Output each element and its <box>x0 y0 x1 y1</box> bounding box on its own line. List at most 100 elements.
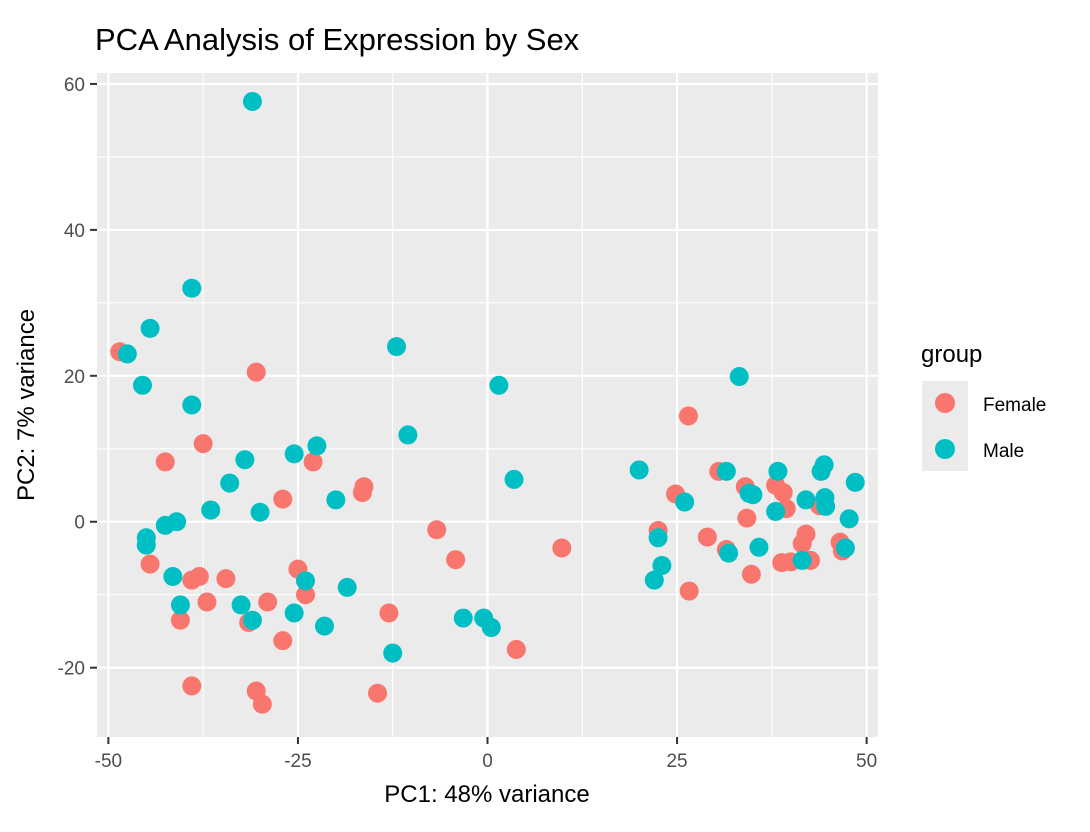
x-tick-label: 0 <box>482 751 493 772</box>
female-point <box>193 434 213 454</box>
male-point <box>387 337 407 357</box>
male-point <box>163 566 183 586</box>
male-point <box>644 570 664 590</box>
female-point <box>773 483 793 503</box>
female-point <box>368 683 388 703</box>
female-point <box>678 406 698 426</box>
male-point <box>296 571 316 591</box>
y-tick-label: 0 <box>74 513 85 534</box>
y-tick-label: -20 <box>58 659 85 680</box>
male-point <box>481 618 501 638</box>
male-point <box>453 608 473 628</box>
y-tick-label: 60 <box>64 75 85 96</box>
male-point <box>201 500 221 520</box>
female-point <box>296 585 316 605</box>
male-point <box>749 537 769 557</box>
female-point <box>216 569 236 589</box>
female-point <box>741 564 761 584</box>
male-point <box>648 528 668 548</box>
male-point <box>182 395 202 415</box>
female-point <box>273 631 293 651</box>
female-point <box>796 524 816 544</box>
male-point <box>307 436 327 456</box>
male-point <box>235 450 255 470</box>
male-point <box>766 502 786 522</box>
female-point <box>506 639 526 659</box>
x-axis-title: PC1: 48% variance <box>384 781 589 808</box>
y-tick-label: 20 <box>64 367 85 388</box>
y-axis-title: PC2: 7% variance <box>13 309 40 501</box>
female-point <box>354 477 374 497</box>
female-point <box>679 581 699 601</box>
male-point <box>768 461 788 481</box>
male-point <box>814 455 834 475</box>
chart-title: PCA Analysis of Expression by Sex <box>95 22 580 57</box>
female-point <box>446 550 466 570</box>
legend-label-male: Male <box>983 441 1024 462</box>
x-axis-ticks: -50 -25 0 25 50 <box>95 737 877 772</box>
male-point <box>716 461 736 481</box>
y-tick-label: 40 <box>64 221 85 242</box>
x-tick-label: -50 <box>95 751 122 772</box>
male-point <box>140 318 160 338</box>
legend-title: group <box>921 341 982 368</box>
female-point <box>273 489 293 509</box>
male-point <box>652 556 672 576</box>
male-point <box>792 550 812 570</box>
male-point <box>629 460 649 480</box>
male-point <box>182 278 202 298</box>
legend-key-female-dot <box>935 393 955 413</box>
male-point <box>383 643 403 663</box>
male-point <box>835 538 855 558</box>
data-points <box>110 91 865 714</box>
male-point <box>398 425 418 445</box>
female-point <box>737 508 757 528</box>
male-point <box>231 595 251 615</box>
male-point <box>132 375 152 395</box>
x-tick-label: -25 <box>284 751 311 772</box>
male-point <box>729 367 749 387</box>
female-point <box>182 676 202 696</box>
male-point <box>284 603 304 623</box>
female-point <box>552 538 572 558</box>
male-point <box>816 496 836 516</box>
male-point <box>242 610 262 630</box>
legend: group Female Male <box>921 341 1046 471</box>
male-point <box>284 444 304 464</box>
male-point <box>250 502 270 522</box>
legend-key-male-dot <box>935 439 955 459</box>
female-point <box>189 566 209 586</box>
female-point <box>252 694 272 714</box>
y-axis-ticks: -20 0 20 40 60 <box>58 75 97 680</box>
female-point <box>155 452 175 472</box>
male-point <box>743 485 763 505</box>
female-point <box>379 603 399 623</box>
female-point <box>427 520 447 540</box>
male-point <box>314 616 334 636</box>
male-point <box>675 492 695 512</box>
legend-label-female: Female <box>983 395 1046 416</box>
male-point <box>504 469 524 489</box>
x-tick-label: 50 <box>856 751 877 772</box>
male-point <box>117 344 137 364</box>
male-point <box>220 473 240 493</box>
female-point <box>170 610 190 630</box>
male-point <box>839 509 859 529</box>
male-point <box>337 577 357 597</box>
female-point <box>140 554 160 574</box>
female-point <box>197 592 217 612</box>
female-point <box>303 452 323 472</box>
male-point <box>167 512 187 532</box>
male-point <box>845 472 865 492</box>
male-point <box>170 595 190 615</box>
female-point <box>258 592 278 612</box>
female-point <box>697 527 717 547</box>
female-point <box>246 362 266 382</box>
male-point <box>489 375 509 395</box>
male-point <box>136 535 156 555</box>
male-point <box>719 543 739 563</box>
x-tick-label: 25 <box>666 751 687 772</box>
male-point <box>796 490 816 510</box>
male-point <box>242 91 262 111</box>
